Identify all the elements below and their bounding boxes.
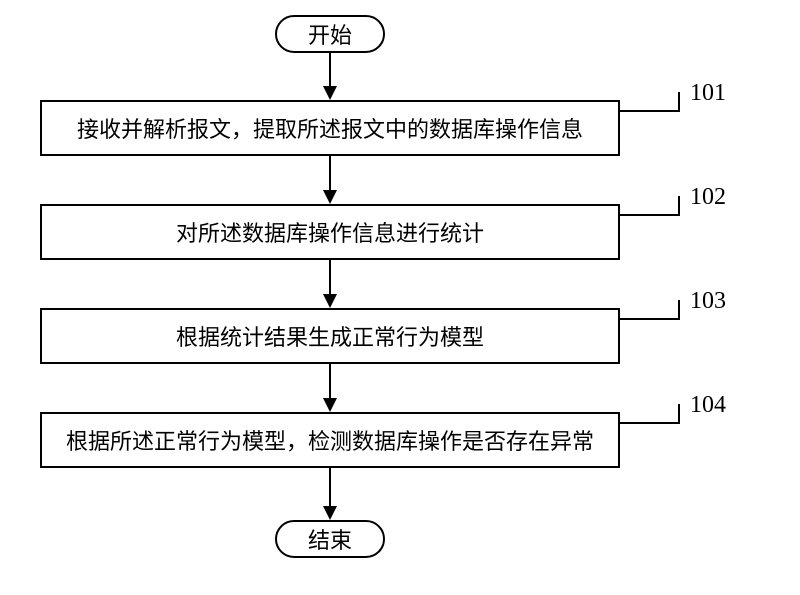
step3-label: 103 <box>690 288 726 315</box>
edge-step4-end-head <box>323 506 337 520</box>
step3-label-conn-h <box>620 318 680 320</box>
step3-box: 根据统计结果生成正常行为模型 <box>40 308 620 364</box>
step4-box: 根据所述正常行为模型，检测数据库操作是否存在异常 <box>40 412 620 468</box>
step3-label-conn-v <box>678 300 680 320</box>
step3-text: 根据统计结果生成正常行为模型 <box>176 320 484 352</box>
step1-label-conn-h <box>620 110 680 112</box>
step2-label-conn-h <box>620 214 680 216</box>
start-node: 开始 <box>275 15 385 53</box>
edge-step3-step4 <box>329 364 331 398</box>
step2-box: 对所述数据库操作信息进行统计 <box>40 204 620 260</box>
edge-step2-step3 <box>329 260 331 294</box>
end-text: 结束 <box>308 523 352 555</box>
edge-start-step1-head <box>323 86 337 100</box>
edge-start-step1 <box>329 53 331 86</box>
edge-step2-step3-head <box>323 294 337 308</box>
step1-label: 101 <box>690 80 726 107</box>
step4-label-conn-h <box>620 422 680 424</box>
step4-label-conn-v <box>678 404 680 424</box>
step2-label-conn-v <box>678 196 680 216</box>
step1-box: 接收并解析报文，提取所述报文中的数据库操作信息 <box>40 100 620 156</box>
start-text: 开始 <box>308 18 352 50</box>
edge-step1-step2 <box>329 156 331 190</box>
edge-step4-end <box>329 468 331 506</box>
step4-label: 104 <box>690 392 726 419</box>
step4-text: 根据所述正常行为模型，检测数据库操作是否存在异常 <box>66 424 594 456</box>
edge-step3-step4-head <box>323 398 337 412</box>
step2-text: 对所述数据库操作信息进行统计 <box>176 216 484 248</box>
end-node: 结束 <box>275 520 385 558</box>
step1-text: 接收并解析报文，提取所述报文中的数据库操作信息 <box>77 112 583 144</box>
step2-label: 102 <box>690 184 726 211</box>
step1-label-conn-v <box>678 92 680 112</box>
edge-step1-step2-head <box>323 190 337 204</box>
